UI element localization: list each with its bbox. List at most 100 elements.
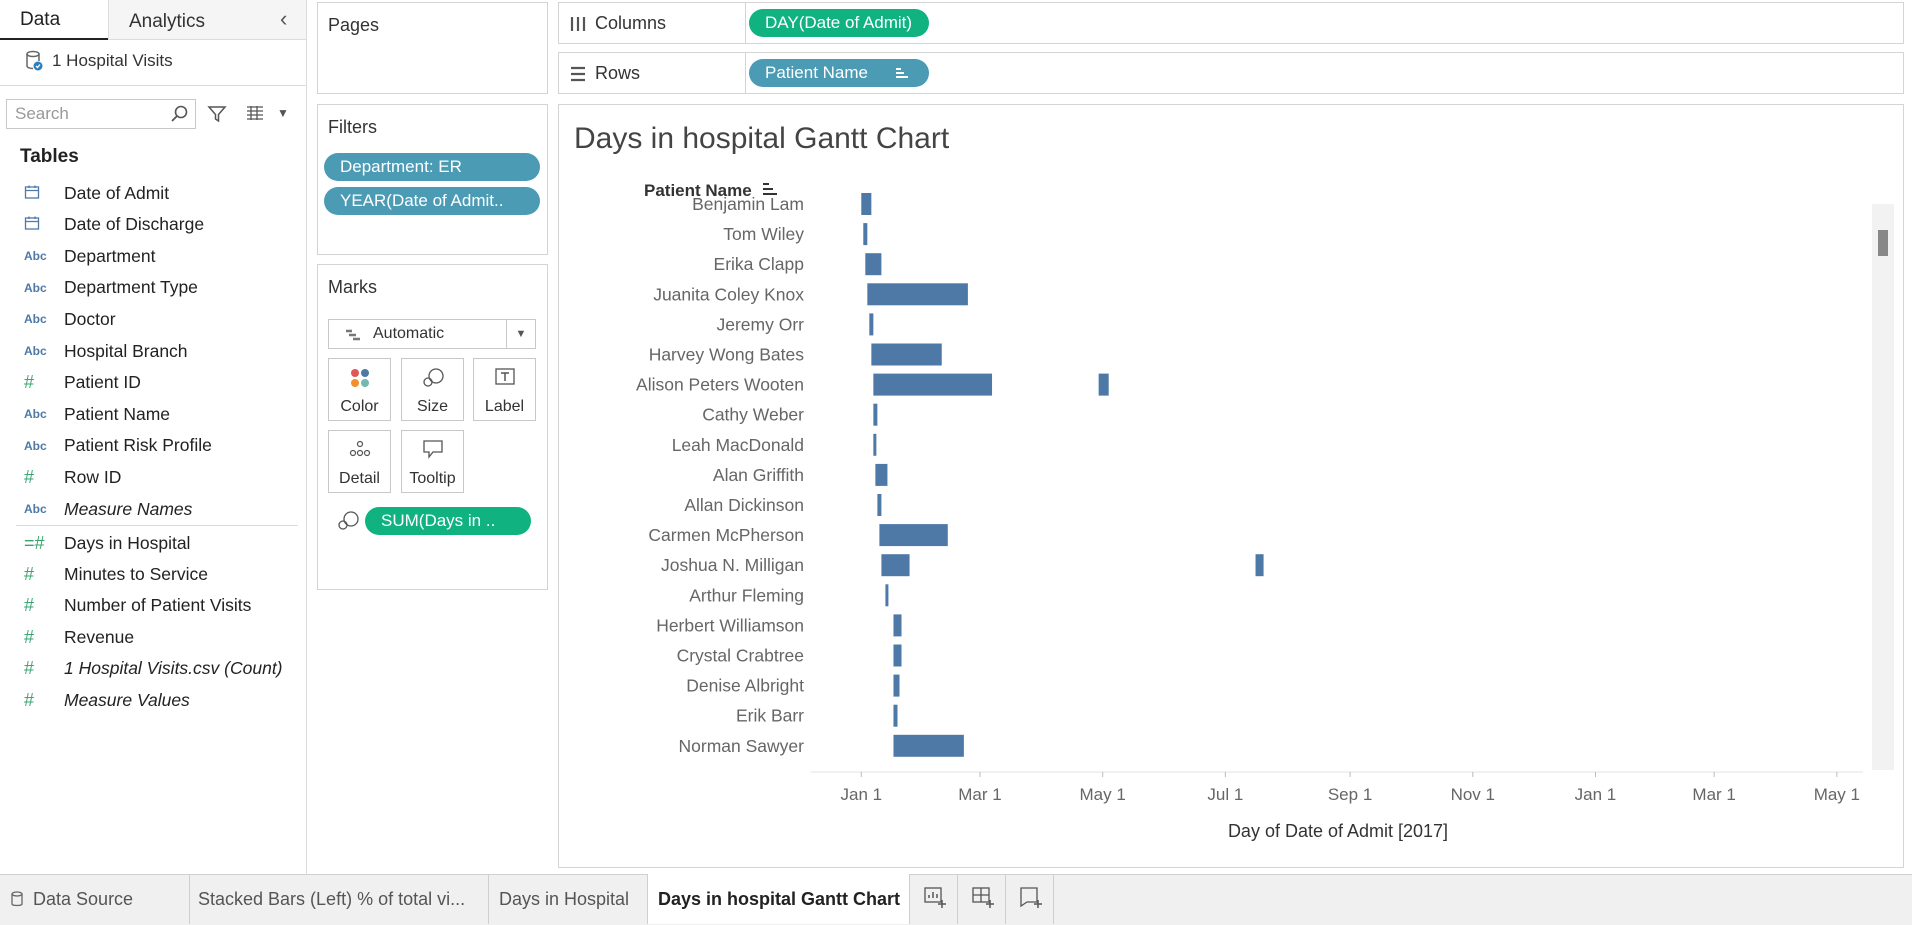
row-label[interactable]: Herbert Williamson [656, 615, 804, 635]
hash-icon: # [24, 658, 35, 679]
tab-gantt-chart[interactable]: Days in hospital Gantt Chart [648, 874, 910, 924]
row-label[interactable]: Arthur Fleming [689, 585, 804, 605]
dimension-field-patient-name[interactable]: Abc Patient Name [24, 401, 170, 427]
collapse-pane-icon[interactable]: ‹ [280, 6, 288, 31]
gantt-bar[interactable] [873, 433, 877, 456]
filter-pill-year[interactable]: YEAR(Date of Admit.. [324, 187, 540, 215]
gantt-bar[interactable] [1255, 554, 1264, 577]
gantt-bar[interactable] [865, 253, 882, 276]
dimension-field-patient-id[interactable]: # Patient ID [24, 370, 141, 396]
scrollbar-thumb[interactable] [1878, 230, 1888, 256]
row-label[interactable]: Crystal Crabtree [677, 646, 804, 666]
x-axis-title[interactable]: Day of Date of Admit [2017] [1228, 821, 1448, 841]
dimension-field-date-of-admit[interactable]: Date of Admit [24, 180, 169, 206]
columns-pill-day-date[interactable]: DAY(Date of Admit) [749, 9, 929, 37]
gantt-bar[interactable] [879, 524, 948, 547]
tab-data[interactable]: Data [0, 0, 108, 40]
measure-field-minutes-to-service[interactable]: # Minutes to Service [24, 561, 208, 587]
rows-pill-patient-name[interactable]: Patient Name [749, 59, 929, 87]
row-label[interactable]: Denise Albright [686, 676, 804, 696]
row-label[interactable]: Leah MacDonald [672, 435, 804, 455]
row-label[interactable]: Benjamin Lam [692, 194, 804, 214]
row-header[interactable]: Patient Name [644, 181, 778, 201]
row-label[interactable]: Allan Dickinson [684, 495, 804, 515]
search-input[interactable]: Search [6, 99, 196, 129]
gantt-bar[interactable] [881, 554, 910, 577]
measure-field-revenue[interactable]: # Revenue [24, 624, 134, 650]
gantt-bar[interactable] [893, 734, 964, 757]
label-button[interactable]: Label [473, 358, 536, 421]
gantt-bar[interactable] [893, 614, 902, 637]
tab-days-in-hospital[interactable]: Days in Hospital [489, 874, 648, 924]
row-label[interactable]: Juanita Coley Knox [653, 284, 804, 304]
new-dashboard-button[interactable] [958, 874, 1006, 924]
gantt-bar[interactable] [877, 494, 882, 516]
dimension-field-date-of-discharge[interactable]: Date of Discharge [24, 212, 204, 238]
row-label[interactable]: Jeremy Orr [717, 314, 805, 334]
detail-button[interactable]: Detail [328, 430, 391, 493]
x-tick-label: Mar 1 [958, 785, 1001, 804]
bin-hash-icon: =# [24, 532, 45, 553]
gantt-bar[interactable] [867, 283, 968, 306]
tab-analytics[interactable]: Analytics [108, 0, 306, 40]
row-label[interactable]: Cathy Weber [702, 405, 804, 425]
gantt-bar[interactable] [893, 674, 900, 697]
gantt-bar[interactable] [873, 373, 993, 396]
new-story-button[interactable] [1006, 874, 1054, 924]
row-label[interactable]: Alison Peters Wooten [636, 375, 804, 395]
vertical-scrollbar[interactable] [1872, 204, 1894, 770]
measure-field-measure-values[interactable]: # Measure Values [24, 687, 190, 713]
measure-field-1-hospital-visits-csv-count[interactable]: #1 Hospital Visits.csv (Count) [24, 656, 283, 682]
gantt-bar[interactable] [1098, 373, 1109, 396]
color-button[interactable]: Color [328, 358, 391, 421]
dimension-field-department[interactable]: Abc Department [24, 243, 155, 269]
chevron-down-icon[interactable]: ▼ [506, 320, 535, 348]
hash-icon: # [24, 595, 35, 616]
gantt-bar[interactable] [869, 313, 874, 336]
dimension-field-hospital-branch[interactable]: Abc Hospital Branch [24, 338, 188, 364]
measure-field-days-in-hospital[interactable]: =# Days in Hospital [24, 530, 190, 556]
gantt-bar[interactable] [885, 584, 889, 607]
filter-pill-department[interactable]: Department: ER [324, 153, 540, 181]
row-label[interactable]: Tom Wiley [723, 224, 804, 244]
dimension-field-row-id[interactable]: # Row ID [24, 464, 121, 490]
mark-type-select[interactable]: Automatic ▼ [328, 319, 536, 349]
tab-stacked-bars[interactable]: Stacked Bars (Left) % of total vi... [190, 874, 489, 924]
size-button[interactable]: Size [401, 358, 464, 421]
gantt-bar[interactable] [871, 343, 942, 366]
row-label[interactable]: Joshua N. Milligan [661, 555, 804, 575]
filters-card[interactable]: Filters Department: ER YEAR(Date of Admi… [317, 104, 548, 255]
row-label[interactable]: Harvey Wong Bates [649, 345, 805, 365]
new-worksheet-button[interactable] [910, 874, 958, 924]
pages-card[interactable]: Pages [317, 2, 548, 94]
gantt-bar[interactable] [893, 704, 898, 727]
columns-shelf[interactable]: Columns DAY(Date of Admit) [558, 2, 1904, 44]
view-list-icon[interactable] [245, 104, 265, 122]
gantt-bar[interactable] [893, 644, 902, 667]
row-label[interactable]: Norman Sawyer [679, 736, 805, 756]
row-label[interactable]: Alan Griffith [713, 465, 804, 485]
sort-descending-icon [896, 68, 908, 78]
row-label[interactable]: Carmen McPherson [648, 525, 804, 545]
row-label[interactable]: Erika Clapp [714, 254, 804, 274]
dimension-field-measure-names[interactable]: Abc Measure Names [24, 496, 192, 522]
gantt-bar[interactable] [875, 463, 888, 486]
row-label[interactable]: Erik Barr [736, 706, 804, 726]
filter-icon[interactable] [207, 104, 227, 124]
gantt-bar[interactable] [873, 403, 878, 426]
chevron-down-icon[interactable]: ▼ [277, 106, 289, 120]
measure-field-number-of-patient-visits[interactable]: # Number of Patient Visits [24, 593, 251, 619]
tooltip-button[interactable]: Tooltip [401, 430, 464, 493]
dimension-field-department-type[interactable]: Abc Department Type [24, 275, 198, 301]
new-story-icon [1020, 887, 1042, 908]
gantt-bar[interactable] [863, 223, 868, 246]
dimension-field-patient-risk-profile[interactable]: Abc Patient Risk Profile [24, 433, 212, 459]
sort-descending-icon[interactable] [762, 182, 778, 196]
size-pill-days[interactable]: SUM(Days in .. [365, 507, 531, 535]
tab-data-source[interactable]: Data Source [0, 874, 190, 924]
color-label: Color [340, 398, 379, 415]
datasource-item[interactable]: 1 Hospital Visits [24, 50, 173, 72]
dimension-field-doctor[interactable]: Abc Doctor [24, 306, 116, 332]
gantt-bar[interactable] [861, 193, 872, 215]
rows-shelf[interactable]: Rows Patient Name [558, 52, 1904, 94]
